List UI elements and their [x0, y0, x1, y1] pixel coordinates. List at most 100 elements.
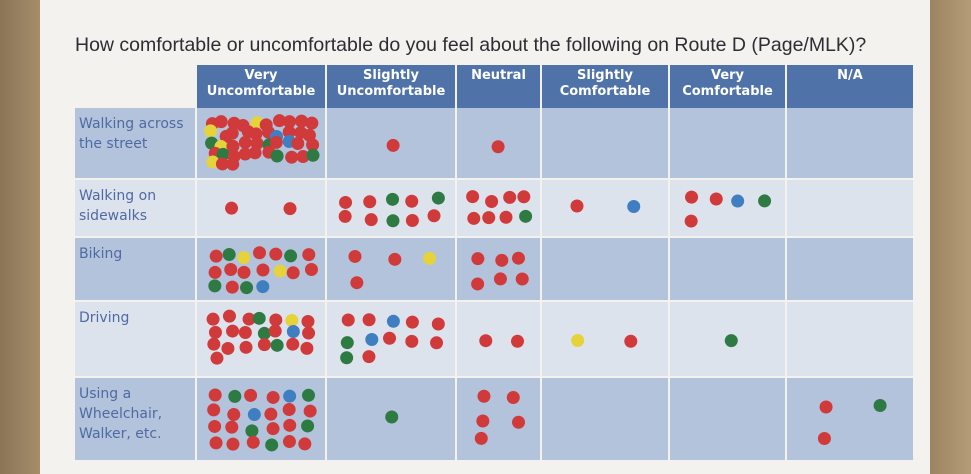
sticker-dot [482, 211, 496, 225]
sticker-dot [264, 407, 278, 421]
sticker-dot [222, 247, 236, 261]
sticker-dot [208, 388, 222, 402]
sticker-dot [624, 334, 638, 348]
sticker-dot [471, 252, 485, 266]
sticker-dot [405, 334, 419, 348]
sticker-dot [282, 115, 296, 129]
sticker-dot [270, 338, 284, 352]
sticker-dot [298, 437, 312, 451]
table-cell [542, 180, 670, 238]
sticker-dot [724, 334, 738, 348]
sticker-dot [491, 140, 505, 154]
sticker-dot [226, 139, 240, 153]
sticker-dot [304, 262, 318, 276]
sticker-dot [427, 209, 441, 223]
sticker-dot [282, 403, 296, 417]
sticker-dot [222, 309, 236, 323]
sticker-dot [215, 157, 229, 171]
sticker-dot [207, 337, 221, 351]
sticker-dot [225, 126, 239, 140]
table-cell [787, 378, 915, 462]
sticker-dot [249, 127, 263, 141]
sticker-dot [240, 281, 254, 295]
sticker-dot [303, 404, 317, 418]
sticker-dot [339, 195, 353, 209]
sticker-dot [873, 399, 887, 413]
title: How comfortable or uncomfortable do you … [75, 34, 867, 56]
table-cell [542, 238, 670, 302]
sticker-dot [405, 315, 419, 329]
sticker-dot [216, 147, 230, 161]
sticker-dot [256, 280, 270, 294]
sticker-dot [237, 265, 251, 279]
sticker-dot [247, 408, 261, 422]
sticker-dot [265, 438, 279, 452]
column-header: N/A [787, 65, 915, 108]
sticker-dot [248, 146, 262, 160]
sticker-dot [226, 324, 240, 338]
sticker-dot [226, 437, 240, 451]
table-cell [787, 238, 915, 302]
table-cell [670, 108, 787, 180]
sticker-dot [269, 135, 283, 149]
column-header: Very Uncomfortable [197, 65, 327, 108]
sticker-dot [225, 420, 239, 434]
sticker-dot [282, 435, 296, 449]
row-label: Driving [79, 310, 130, 326]
sticker-dot [684, 214, 698, 228]
sticker-dot [423, 251, 437, 265]
sticker-dot [208, 265, 222, 279]
sticker-dot [210, 351, 224, 365]
sticker-dot [252, 246, 266, 260]
sticker-dot [237, 251, 251, 265]
table-cell [457, 180, 542, 238]
sticker-dot [252, 311, 266, 325]
sticker-dot [301, 388, 315, 402]
sticker-dot [485, 194, 499, 208]
sticker-dot [386, 138, 400, 152]
sticker-dot [340, 351, 354, 365]
sticker-dot [511, 251, 525, 265]
table-cell [670, 238, 787, 302]
sticker-dot [209, 436, 223, 450]
row-label-cell [75, 180, 197, 238]
sticker-dot [302, 248, 316, 262]
table-cell [457, 238, 542, 302]
table-cell [787, 302, 915, 378]
row-label: Using a Wheelchair, Walker, etc. [79, 386, 163, 442]
table-cell [787, 180, 915, 238]
sticker-dot [285, 313, 299, 327]
sticker-dot [273, 264, 287, 278]
row-label: Biking [79, 246, 123, 262]
table-cell [327, 238, 457, 302]
row-label-cell [75, 378, 197, 462]
table-cell [327, 180, 457, 238]
sticker-dot [291, 136, 305, 150]
sticker-dot [362, 350, 376, 364]
sticker-dot [386, 214, 400, 228]
row-label-cell [75, 108, 197, 180]
sticker-dot [817, 431, 831, 445]
sticker-dot [819, 400, 833, 414]
sticker-dot [301, 419, 315, 433]
sticker-dot [242, 312, 256, 326]
sticker-dot [467, 211, 481, 225]
sticker-dot [286, 325, 300, 339]
sticker-dot [340, 336, 354, 350]
sticker-dot [506, 390, 520, 404]
sticker-dot [204, 124, 218, 138]
sticker-dot [338, 209, 352, 223]
sticker-dot [471, 277, 485, 291]
sticker-dot [286, 266, 300, 280]
sticker-dot [474, 431, 488, 445]
sticker-dot [239, 340, 253, 354]
sticker-dot [306, 148, 320, 162]
sticker-dot [283, 202, 297, 216]
sticker-dot [268, 324, 282, 338]
sticker-dot [365, 332, 379, 346]
sticker-dot [503, 190, 517, 204]
column-header: Very Comfortable [670, 65, 787, 108]
sticker-dot [685, 190, 699, 204]
sticker-dot [383, 331, 397, 345]
sticker-dot [224, 263, 238, 277]
